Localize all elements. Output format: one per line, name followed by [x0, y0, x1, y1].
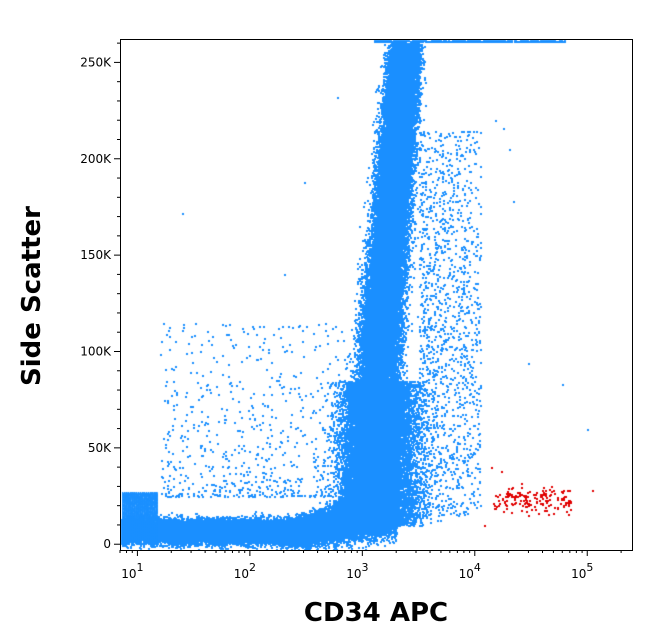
y-tick-label: 100K	[80, 344, 112, 358]
y-tick-label: 50K	[88, 441, 112, 455]
y-axis: 0 50K 100K 150K 200K 250K	[80, 42, 120, 551]
plot-frame	[120, 39, 633, 551]
x-tick-label: 105	[571, 561, 593, 581]
y-tick-label: 150K	[80, 248, 112, 262]
x-tick-label: 102	[234, 561, 256, 581]
x-tick-label: 103	[346, 561, 368, 581]
x-tick-label: 104	[459, 561, 481, 581]
y-axis-title: Side Scatter	[17, 206, 47, 386]
y-tick-label: 250K	[80, 55, 112, 69]
x-axis-title: CD34 APC	[304, 598, 448, 628]
x-tick-label: 101	[121, 561, 143, 581]
y-tick-label: 200K	[80, 152, 112, 166]
x-axis: 101 102 103 104 105	[119, 550, 622, 581]
y-tick-label: 0	[103, 537, 111, 551]
